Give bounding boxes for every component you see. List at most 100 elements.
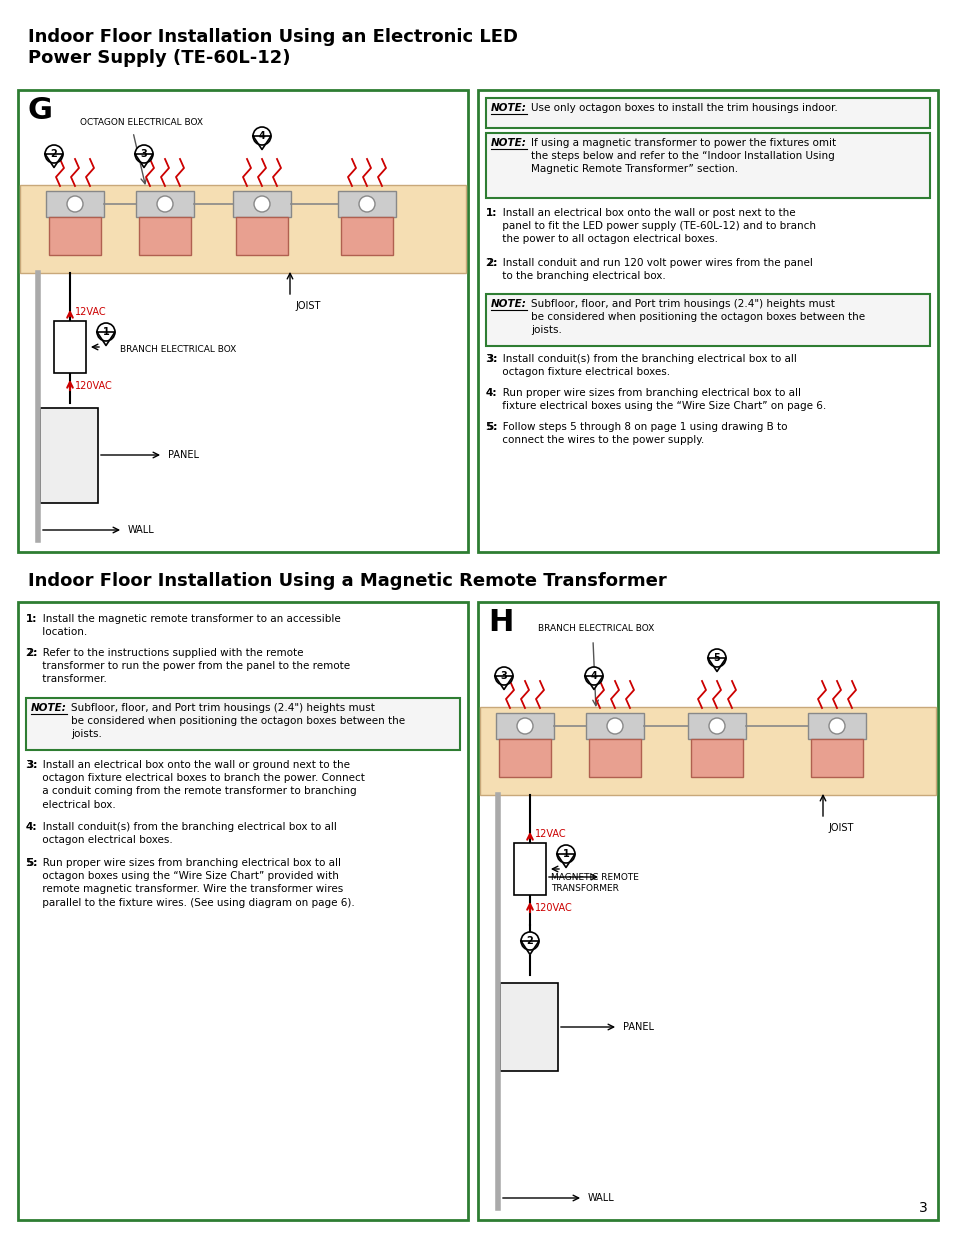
Polygon shape	[135, 154, 152, 168]
Text: Indoor Floor Installation Using a Magnetic Remote Transformer: Indoor Floor Installation Using a Magnet…	[28, 572, 666, 590]
Circle shape	[828, 718, 844, 734]
FancyBboxPatch shape	[340, 217, 393, 254]
Text: 3: 3	[500, 671, 507, 680]
FancyBboxPatch shape	[485, 133, 929, 198]
Text: 120VAC: 120VAC	[75, 382, 112, 391]
Text: 5: 5	[713, 653, 720, 663]
Circle shape	[707, 650, 725, 667]
Circle shape	[606, 718, 622, 734]
Polygon shape	[253, 136, 271, 149]
FancyBboxPatch shape	[687, 713, 745, 739]
FancyBboxPatch shape	[40, 408, 98, 503]
Text: 2: 2	[526, 936, 533, 946]
Text: 4: 4	[258, 131, 265, 141]
Text: Subfloor, floor, and Port trim housings (2.4") heights must
be considered when p: Subfloor, floor, and Port trim housings …	[531, 299, 864, 336]
Text: 2:  Install conduit and run 120 volt power wires from the panel
     to the bran: 2: Install conduit and run 120 volt powe…	[485, 258, 812, 282]
Text: 3:: 3:	[26, 760, 37, 769]
Polygon shape	[707, 658, 725, 672]
FancyBboxPatch shape	[588, 739, 640, 777]
Circle shape	[584, 667, 602, 685]
Text: 3: 3	[919, 1200, 927, 1215]
Polygon shape	[97, 332, 115, 346]
FancyBboxPatch shape	[485, 294, 929, 346]
Text: NOTE:: NOTE:	[491, 299, 526, 309]
Text: 2:: 2:	[26, 648, 37, 658]
Text: 4:: 4:	[485, 388, 497, 398]
Circle shape	[708, 718, 724, 734]
Text: 1: 1	[562, 848, 569, 860]
Circle shape	[557, 845, 575, 863]
FancyBboxPatch shape	[479, 706, 935, 795]
Text: WALL: WALL	[128, 525, 154, 535]
Text: 1:  Install the magnetic remote transformer to an accessible
     location.: 1: Install the magnetic remote transform…	[26, 614, 340, 637]
FancyBboxPatch shape	[810, 739, 862, 777]
FancyBboxPatch shape	[485, 98, 929, 128]
Circle shape	[157, 196, 172, 212]
Text: BRANCH ELECTRICAL BOX: BRANCH ELECTRICAL BOX	[537, 624, 654, 634]
Text: Indoor Floor Installation Using an Electronic LED
Power Supply (TE-60L-12): Indoor Floor Installation Using an Elect…	[28, 28, 517, 67]
FancyBboxPatch shape	[337, 191, 395, 217]
FancyBboxPatch shape	[807, 713, 865, 739]
FancyBboxPatch shape	[49, 217, 101, 254]
Text: 2:  Refer to the instructions supplied with the remote
     transformer to run t: 2: Refer to the instructions supplied wi…	[26, 648, 350, 684]
Text: 2: 2	[51, 149, 57, 159]
FancyBboxPatch shape	[498, 739, 551, 777]
Text: WALL: WALL	[587, 1193, 614, 1203]
Text: NOTE:: NOTE:	[30, 703, 67, 713]
FancyBboxPatch shape	[46, 191, 104, 217]
Text: PANEL: PANEL	[622, 1023, 654, 1032]
Text: Use only octagon boxes to install the trim housings indoor.: Use only octagon boxes to install the tr…	[531, 103, 837, 112]
Circle shape	[517, 718, 533, 734]
Text: 120VAC: 120VAC	[535, 903, 572, 913]
Text: 1: 1	[103, 327, 110, 337]
FancyBboxPatch shape	[136, 191, 193, 217]
Text: 5:: 5:	[26, 858, 37, 868]
Text: 4: 4	[590, 671, 597, 680]
Text: 5:: 5:	[485, 422, 497, 432]
FancyBboxPatch shape	[233, 191, 291, 217]
Text: 5:  Follow steps 5 through 8 on page 1 using drawing B to
     connect the wires: 5: Follow steps 5 through 8 on page 1 us…	[485, 422, 786, 445]
Text: 3:  Install an electrical box onto the wall or ground next to the
     octagon f: 3: Install an electrical box onto the wa…	[26, 760, 364, 810]
Text: JOIST: JOIST	[294, 301, 320, 311]
Text: 12VAC: 12VAC	[75, 308, 107, 317]
FancyBboxPatch shape	[139, 217, 191, 254]
Text: 3:: 3:	[485, 354, 497, 364]
FancyBboxPatch shape	[499, 983, 558, 1071]
Circle shape	[67, 196, 83, 212]
Polygon shape	[520, 941, 538, 955]
FancyBboxPatch shape	[54, 321, 86, 373]
Text: 3:  Install conduit(s) from the branching electrical box to all
     octagon fix: 3: Install conduit(s) from the branching…	[485, 354, 796, 377]
Text: 3: 3	[140, 149, 147, 159]
Text: G: G	[28, 96, 53, 125]
FancyBboxPatch shape	[585, 713, 643, 739]
Text: 4:  Run proper wire sizes from branching electrical box to all
     fixture elec: 4: Run proper wire sizes from branching …	[485, 388, 825, 411]
Text: JOIST: JOIST	[827, 823, 853, 832]
Text: 1:: 1:	[26, 614, 37, 624]
Circle shape	[97, 324, 115, 341]
Text: If using a magnetic transformer to power the fixtures omit
the steps below and r: If using a magnetic transformer to power…	[531, 138, 835, 174]
Circle shape	[520, 932, 538, 950]
Text: NOTE:: NOTE:	[491, 103, 526, 112]
Text: 2:: 2:	[485, 258, 497, 268]
Text: MAGNETIC REMOTE
TRANSFORMER: MAGNETIC REMOTE TRANSFORMER	[551, 873, 639, 893]
Text: Subfloor, floor, and Port trim housings (2.4") heights must
be considered when p: Subfloor, floor, and Port trim housings …	[71, 703, 405, 740]
FancyBboxPatch shape	[514, 844, 545, 895]
Text: 1:: 1:	[485, 207, 497, 219]
Circle shape	[495, 667, 513, 685]
FancyBboxPatch shape	[26, 698, 459, 750]
Text: BRANCH ELECTRICAL BOX: BRANCH ELECTRICAL BOX	[120, 345, 236, 353]
Text: 5:  Run proper wire sizes from branching electrical box to all
     octagon boxe: 5: Run proper wire sizes from branching …	[26, 858, 355, 908]
Circle shape	[253, 196, 270, 212]
Text: NOTE:: NOTE:	[491, 138, 526, 148]
Circle shape	[45, 144, 63, 163]
Text: 4:: 4:	[26, 823, 37, 832]
Polygon shape	[584, 676, 602, 689]
Text: H: H	[488, 608, 513, 637]
Polygon shape	[45, 154, 63, 168]
Circle shape	[253, 127, 271, 144]
FancyBboxPatch shape	[690, 739, 742, 777]
FancyBboxPatch shape	[20, 185, 465, 273]
Circle shape	[135, 144, 152, 163]
Circle shape	[358, 196, 375, 212]
Text: 1:  Install an electrical box onto the wall or post next to the
     panel to fi: 1: Install an electrical box onto the wa…	[485, 207, 815, 245]
